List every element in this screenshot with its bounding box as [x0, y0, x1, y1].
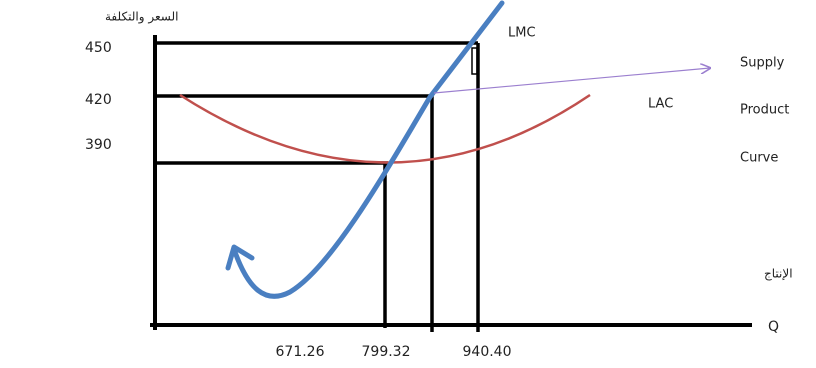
annotation: Supply — [740, 56, 785, 71]
lmc-arrowhead — [225, 244, 255, 271]
y-tick-label: 420 — [85, 92, 112, 108]
annotation: Product — [740, 103, 789, 118]
lac-curve — [179, 93, 591, 164]
y-tick-label: 450 — [85, 40, 112, 56]
x-tick-label: 940.40 — [463, 344, 512, 360]
x-tick-label: 671.26 — [276, 344, 325, 360]
x-axis-label: الإنتاج — [764, 267, 793, 281]
marker — [471, 47, 478, 75]
supply-arrow — [433, 68, 710, 94]
lmc-label: LMC — [508, 26, 536, 41]
lmc-curve — [232, 0, 505, 299]
annotation: Curve — [740, 151, 778, 166]
y-axis-label: السعر والتكلفة — [105, 10, 178, 25]
x-tick-label: 799.32 — [362, 344, 411, 360]
x-axis-symbol: Q — [768, 319, 779, 335]
lac-label: LAC — [648, 97, 673, 112]
y-tick-label: 390 — [85, 137, 112, 153]
